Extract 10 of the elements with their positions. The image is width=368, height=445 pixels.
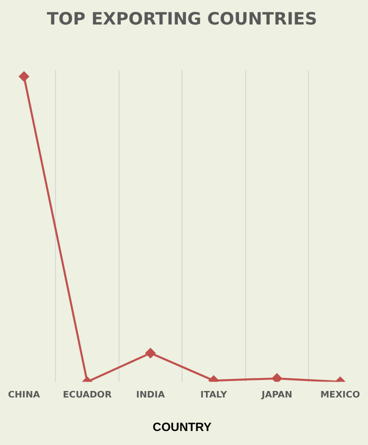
x-tick-label: CHINA xyxy=(8,390,40,401)
x-axis-title: COUNTRY xyxy=(152,420,212,434)
x-tick-label: ECUADOR xyxy=(62,390,112,401)
point xyxy=(272,373,282,382)
chart-title: TOP EXPORTING COUNTRIES xyxy=(46,10,318,30)
x-tick-label: INDIA xyxy=(136,390,165,401)
point xyxy=(18,72,29,82)
x-tick-label: ITALY xyxy=(200,390,228,401)
x-tick-label: JAPAN xyxy=(260,390,292,401)
x-tick-label: MEXICO xyxy=(320,390,360,401)
